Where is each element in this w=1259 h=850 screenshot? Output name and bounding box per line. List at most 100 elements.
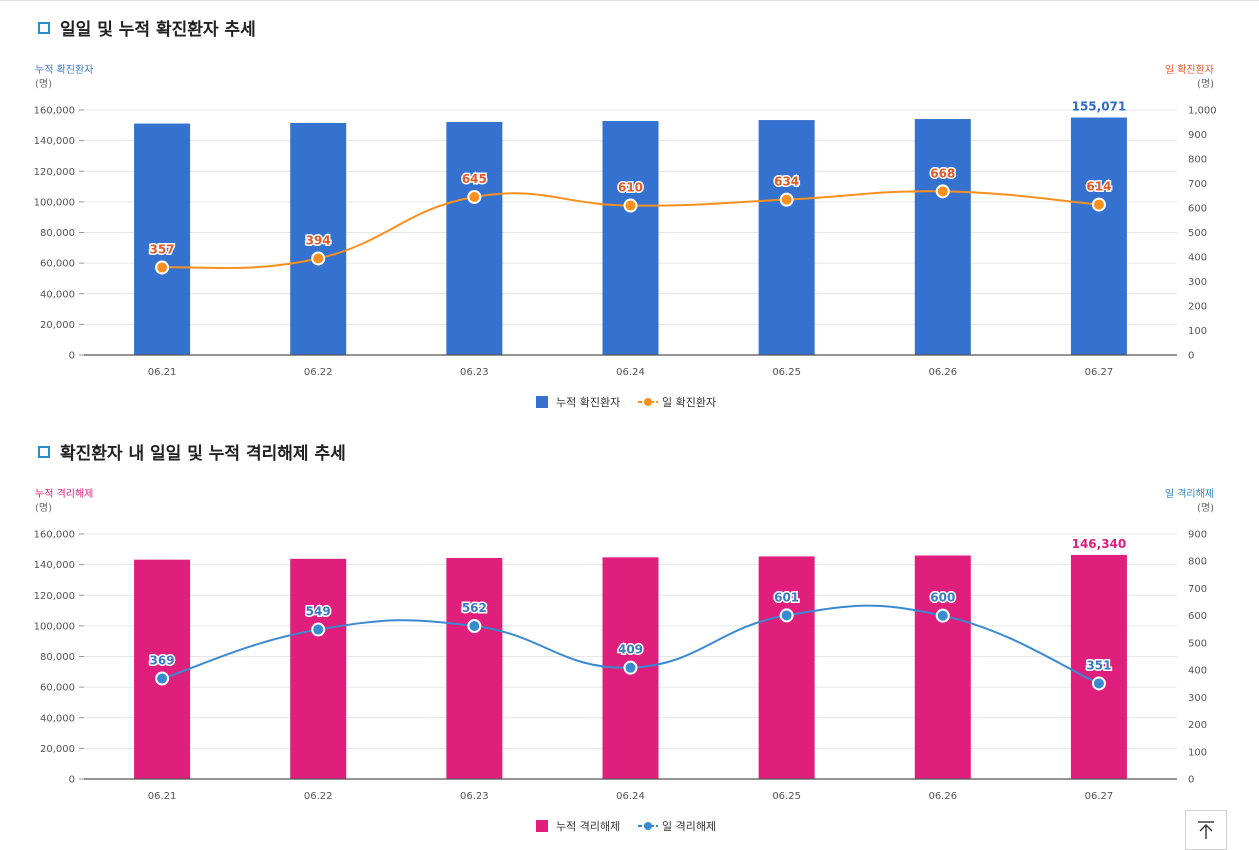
- right-tick-label: 900: [1188, 130, 1207, 141]
- left-tick-label: 140,000: [34, 136, 75, 147]
- legend-line-marker: [644, 398, 652, 406]
- legend-bar-swatch: [536, 396, 548, 408]
- right-axis-unit: (명): [1197, 502, 1214, 514]
- x-tick-label: 06.24: [616, 367, 645, 378]
- line-point: [467, 189, 482, 204]
- right-tick-label: 0: [1188, 351, 1194, 362]
- bar: [134, 123, 191, 355]
- line-data-label: 351: [1086, 658, 1111, 672]
- right-tick-label: 900: [1188, 530, 1207, 541]
- section-title-confirmed: 일일 및 누적 확진환자 추세: [38, 15, 256, 40]
- scroll-to-top-button[interactable]: [1185, 810, 1227, 850]
- left-tick-label: 0: [69, 775, 75, 786]
- x-tick-label: 06.22: [304, 367, 333, 378]
- line-data-label: 357: [150, 243, 175, 257]
- right-tick-label: 400: [1188, 253, 1207, 264]
- x-tick-label: 06.21: [148, 367, 177, 378]
- left-tick-label: 40,000: [40, 289, 75, 300]
- left-tick-label: 120,000: [34, 167, 75, 178]
- section-title-released-text: 확진환자 내 일일 및 누적 격리해제 추세: [60, 444, 346, 464]
- right-tick-label: 300: [1188, 277, 1207, 288]
- line-point: [935, 608, 950, 623]
- top-divider: [0, 0, 1259, 1]
- left-tick-label: 100,000: [34, 197, 75, 208]
- legend-bar-swatch: [536, 820, 548, 832]
- right-tick-label: 500: [1188, 228, 1207, 239]
- line-data-label: 549: [306, 605, 331, 619]
- right-tick-label: 700: [1188, 584, 1207, 595]
- line-point: [311, 251, 326, 266]
- line-data-label: 668: [930, 166, 955, 180]
- line-point: [155, 671, 170, 686]
- legend-bar-label: 누적 격리해제: [556, 819, 620, 833]
- left-tick-label: 80,000: [40, 652, 75, 663]
- right-tick-label: 300: [1188, 693, 1207, 704]
- right-tick-label: 100: [1188, 326, 1207, 337]
- left-axis-title: 누적 확진환자: [35, 64, 93, 76]
- right-tick-label: 700: [1188, 179, 1207, 190]
- line-data-label: 409: [618, 643, 643, 657]
- x-tick-label: 06.27: [1085, 791, 1114, 802]
- right-axis-title: 일 격리해제: [1165, 487, 1214, 500]
- x-tick-label: 06.26: [928, 367, 957, 378]
- bar: [446, 121, 503, 355]
- x-tick-label: 06.27: [1085, 367, 1114, 378]
- line-data-label: 601: [774, 590, 799, 604]
- line-point: [935, 184, 950, 199]
- section-title-released: 확진환자 내 일일 및 누적 격리해제 추세: [38, 439, 346, 464]
- line-point: [155, 260, 170, 275]
- arrow-up-to-top-icon: [1198, 821, 1214, 839]
- bar: [914, 119, 971, 355]
- right-axis-title: 일 확진환자: [1165, 64, 1214, 76]
- bar: [134, 559, 191, 779]
- right-tick-label: 500: [1188, 638, 1207, 649]
- left-tick-label: 40,000: [40, 713, 75, 724]
- right-tick-label: 100: [1188, 747, 1207, 758]
- legend-line-label: 일 확진환자: [662, 395, 716, 409]
- right-tick-label: 600: [1188, 204, 1207, 215]
- left-tick-label: 160,000: [34, 106, 75, 117]
- x-tick-label: 06.24: [616, 791, 645, 802]
- section-title-confirmed-text: 일일 및 누적 확진환자 추세: [60, 20, 256, 40]
- line-point: [1091, 676, 1106, 691]
- bar: [290, 558, 347, 779]
- line-point: [779, 192, 794, 207]
- line-point: [311, 622, 326, 637]
- x-tick-label: 06.22: [304, 791, 333, 802]
- right-tick-label: 200: [1188, 302, 1207, 313]
- line-point: [467, 619, 482, 634]
- x-tick-label: 06.23: [460, 791, 489, 802]
- right-tick-label: 200: [1188, 720, 1207, 731]
- left-tick-label: 20,000: [40, 320, 75, 331]
- left-tick-label: 100,000: [34, 621, 75, 632]
- confirmed-chart: 누적 확진환자 (명) 일 확진환자 (명) 0 20,000 40,000 60,000 80…: [34, 64, 1217, 409]
- left-axis-unit: (명): [35, 502, 52, 514]
- left-tick-label: 120,000: [34, 591, 75, 602]
- square-bullet-icon: [38, 21, 50, 34]
- released-chart: 누적 격리해제 (명) 일 격리해제 (명) 0 20,000 40,000 60,000 80…: [34, 487, 1214, 833]
- left-tick-label: 20,000: [40, 744, 75, 755]
- right-tick-label: 600: [1188, 611, 1207, 622]
- legend-bar-label: 누적 확진환자: [556, 396, 620, 409]
- bar: [758, 556, 815, 779]
- left-axis-title: 누적 격리해제: [35, 487, 93, 500]
- right-tick-label: 1,000: [1188, 106, 1217, 117]
- bar: [446, 557, 503, 779]
- line-data-label: 369: [150, 654, 175, 668]
- legend-line-marker: [644, 822, 652, 830]
- line-data-label: 634: [774, 175, 799, 189]
- line-point: [1091, 197, 1106, 212]
- square-bullet-icon: [38, 445, 50, 458]
- left-tick-label: 80,000: [40, 228, 75, 239]
- left-tick-label: 140,000: [34, 560, 75, 571]
- line-data-label: 600: [930, 591, 955, 605]
- bar-data-label: 146,340: [1072, 537, 1127, 551]
- right-axis-unit: (명): [1197, 78, 1214, 90]
- bar: [602, 121, 659, 355]
- x-tick-label: 06.26: [928, 791, 957, 802]
- line-point: [623, 198, 638, 213]
- left-tick-label: 160,000: [34, 530, 75, 541]
- bar: [290, 122, 347, 355]
- bar: [1070, 554, 1127, 779]
- bar: [914, 555, 971, 779]
